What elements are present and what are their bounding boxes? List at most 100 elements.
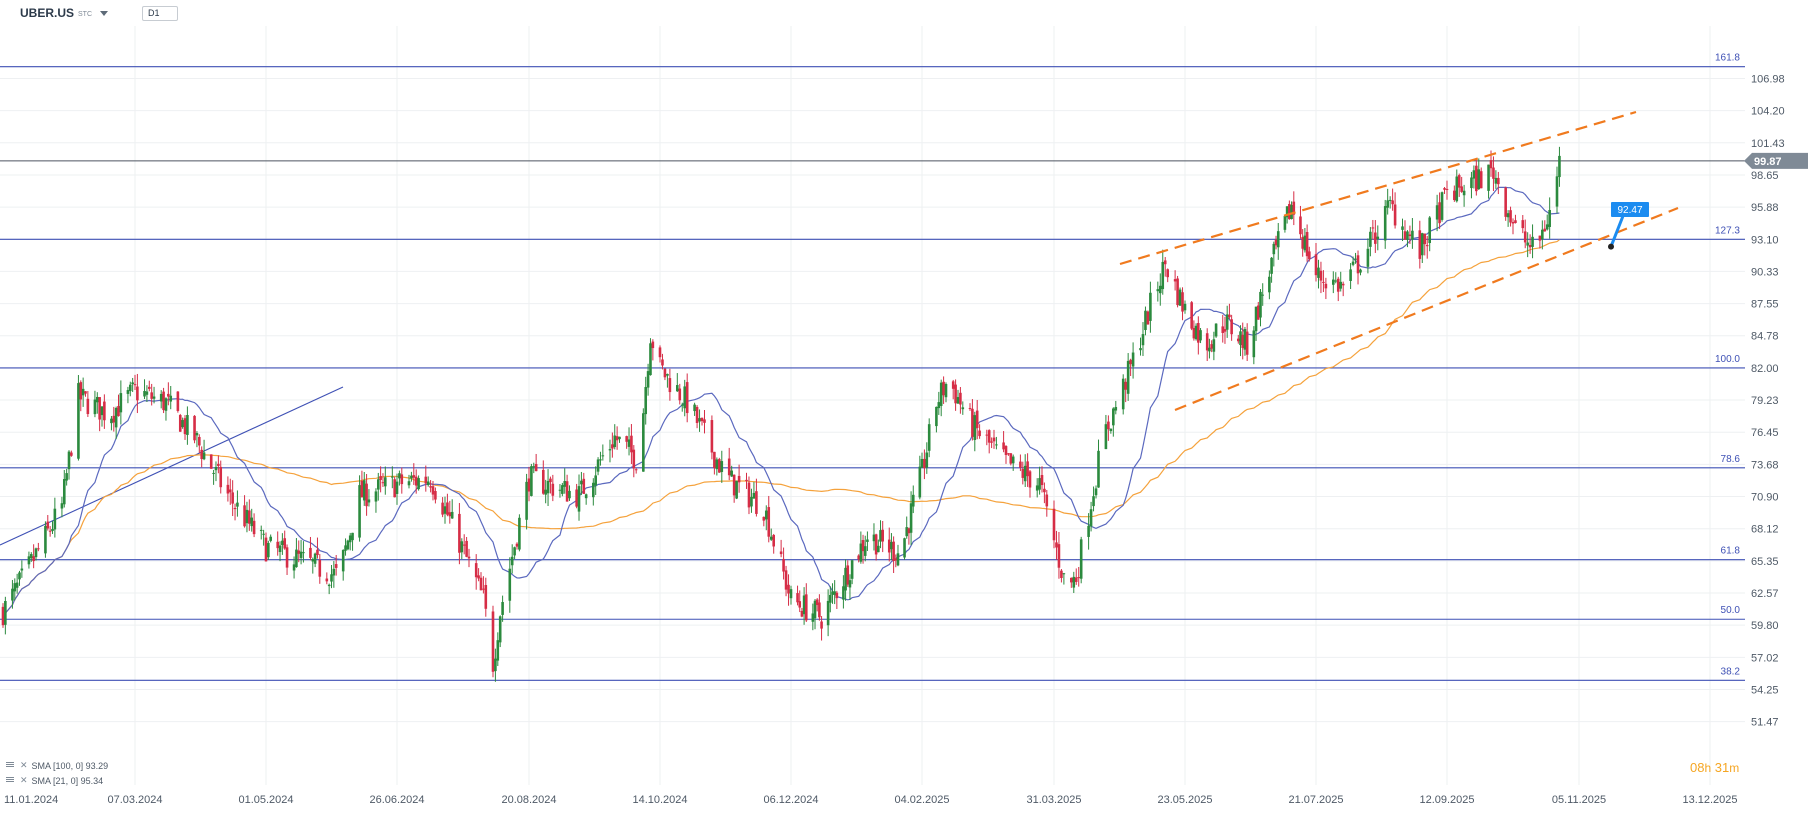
close-icon[interactable]: ✕ (20, 760, 28, 770)
candle-up (563, 468, 567, 494)
candle-up (95, 392, 99, 414)
candle-down (1026, 453, 1029, 487)
candle-down (713, 451, 716, 475)
candle-body (568, 490, 571, 499)
candle-body (848, 580, 852, 588)
timeframe-select[interactable]: D1 (142, 5, 179, 21)
settings-icon[interactable] (6, 761, 18, 770)
candle-down (1245, 323, 1249, 361)
candle-body (534, 464, 538, 472)
candle-down (1497, 171, 1500, 195)
settings-icon[interactable] (6, 776, 18, 785)
candle-up (546, 469, 550, 506)
candle-body (892, 541, 895, 562)
close-icon[interactable]: ✕ (20, 775, 28, 785)
candle-up (281, 533, 284, 555)
candle-up (245, 501, 249, 533)
candle-body (1272, 243, 1276, 255)
candle-up (584, 493, 588, 505)
symbol-label[interactable]: UBER.US (20, 6, 75, 20)
candle-body (551, 483, 555, 496)
candle-up (417, 475, 420, 491)
candle-up (1141, 322, 1145, 357)
candle-up (1158, 273, 1162, 306)
candle-up (313, 552, 317, 568)
candle-down (565, 474, 569, 502)
date-tick-label: 20.08.2024 (501, 794, 556, 806)
candle-down (1538, 235, 1542, 249)
candle-down (1045, 490, 1049, 517)
candle-up (1526, 232, 1529, 258)
candle-body (1497, 177, 1500, 185)
candle-down (968, 403, 972, 411)
candle-down (611, 432, 614, 458)
candle-up (126, 386, 130, 404)
candle-body (474, 563, 478, 578)
candle-up (1272, 241, 1276, 267)
candle-body (863, 546, 867, 556)
candle-up (693, 402, 696, 416)
candle-body (1511, 222, 1515, 224)
candle-down (316, 537, 319, 559)
candle-body (1252, 330, 1256, 358)
legend-sma100[interactable]: ✕ SMA [100, 0] 93.29 (6, 760, 108, 771)
candle-down (658, 345, 662, 363)
candle-down (178, 413, 182, 432)
candle-body (152, 396, 156, 399)
candle-up (1268, 270, 1271, 300)
legend-sma100-label: SMA [100, 0] 93.29 (31, 760, 109, 771)
candle-down (1509, 206, 1512, 227)
date-tick-label: 12.09.2025 (1419, 794, 1474, 806)
date-tick-label: 06.12.2024 (763, 794, 818, 806)
candle-up (995, 436, 998, 450)
candle-body (27, 556, 31, 565)
candle-down (992, 429, 996, 449)
candle-body (1314, 254, 1318, 276)
candle-down (1052, 500, 1056, 549)
candle-up (4, 596, 7, 635)
candle-up (1470, 171, 1473, 199)
candle-body (582, 478, 586, 494)
candle-body (299, 551, 303, 558)
candle-body (951, 381, 955, 389)
candle-up (1303, 227, 1307, 253)
candle-down (1256, 301, 1260, 320)
candle-body (482, 588, 485, 590)
candle-up (44, 521, 47, 558)
candle-body (737, 475, 741, 483)
candle-body (424, 476, 428, 484)
candle-up (1109, 428, 1113, 434)
candle-up (1332, 271, 1335, 294)
candle-up (1208, 338, 1211, 359)
candle-body (881, 529, 884, 542)
candle-body (48, 530, 52, 532)
candle-up (1254, 306, 1258, 341)
candle-body (1183, 303, 1187, 311)
candle-down (1074, 568, 1078, 585)
candle-down (861, 534, 865, 564)
legend-sma21[interactable]: ✕ SMA [21, 0] 95.34 (6, 775, 103, 786)
candle-down (820, 616, 823, 641)
candle-body (1288, 203, 1291, 220)
candle-body (975, 410, 979, 428)
candle-body (745, 479, 748, 482)
candle-body (518, 517, 521, 550)
candle-body (434, 491, 437, 500)
candle-up (594, 466, 597, 495)
price-tick-label: 68.12 (1751, 524, 1779, 536)
candle-body (1236, 338, 1240, 342)
candle-down (1028, 470, 1032, 498)
candle-body (1440, 192, 1444, 220)
candle-body (685, 382, 689, 414)
candle-body (703, 419, 706, 423)
candle-body (164, 398, 168, 411)
candle-down (1445, 180, 1449, 200)
candle-body (119, 393, 123, 413)
candle-down (887, 527, 891, 562)
candle-up (269, 534, 272, 543)
candle-body (549, 478, 552, 483)
symbol-dropdown-chevron-icon[interactable] (100, 10, 109, 16)
candle-body (920, 458, 924, 468)
candle-body (1290, 205, 1293, 220)
